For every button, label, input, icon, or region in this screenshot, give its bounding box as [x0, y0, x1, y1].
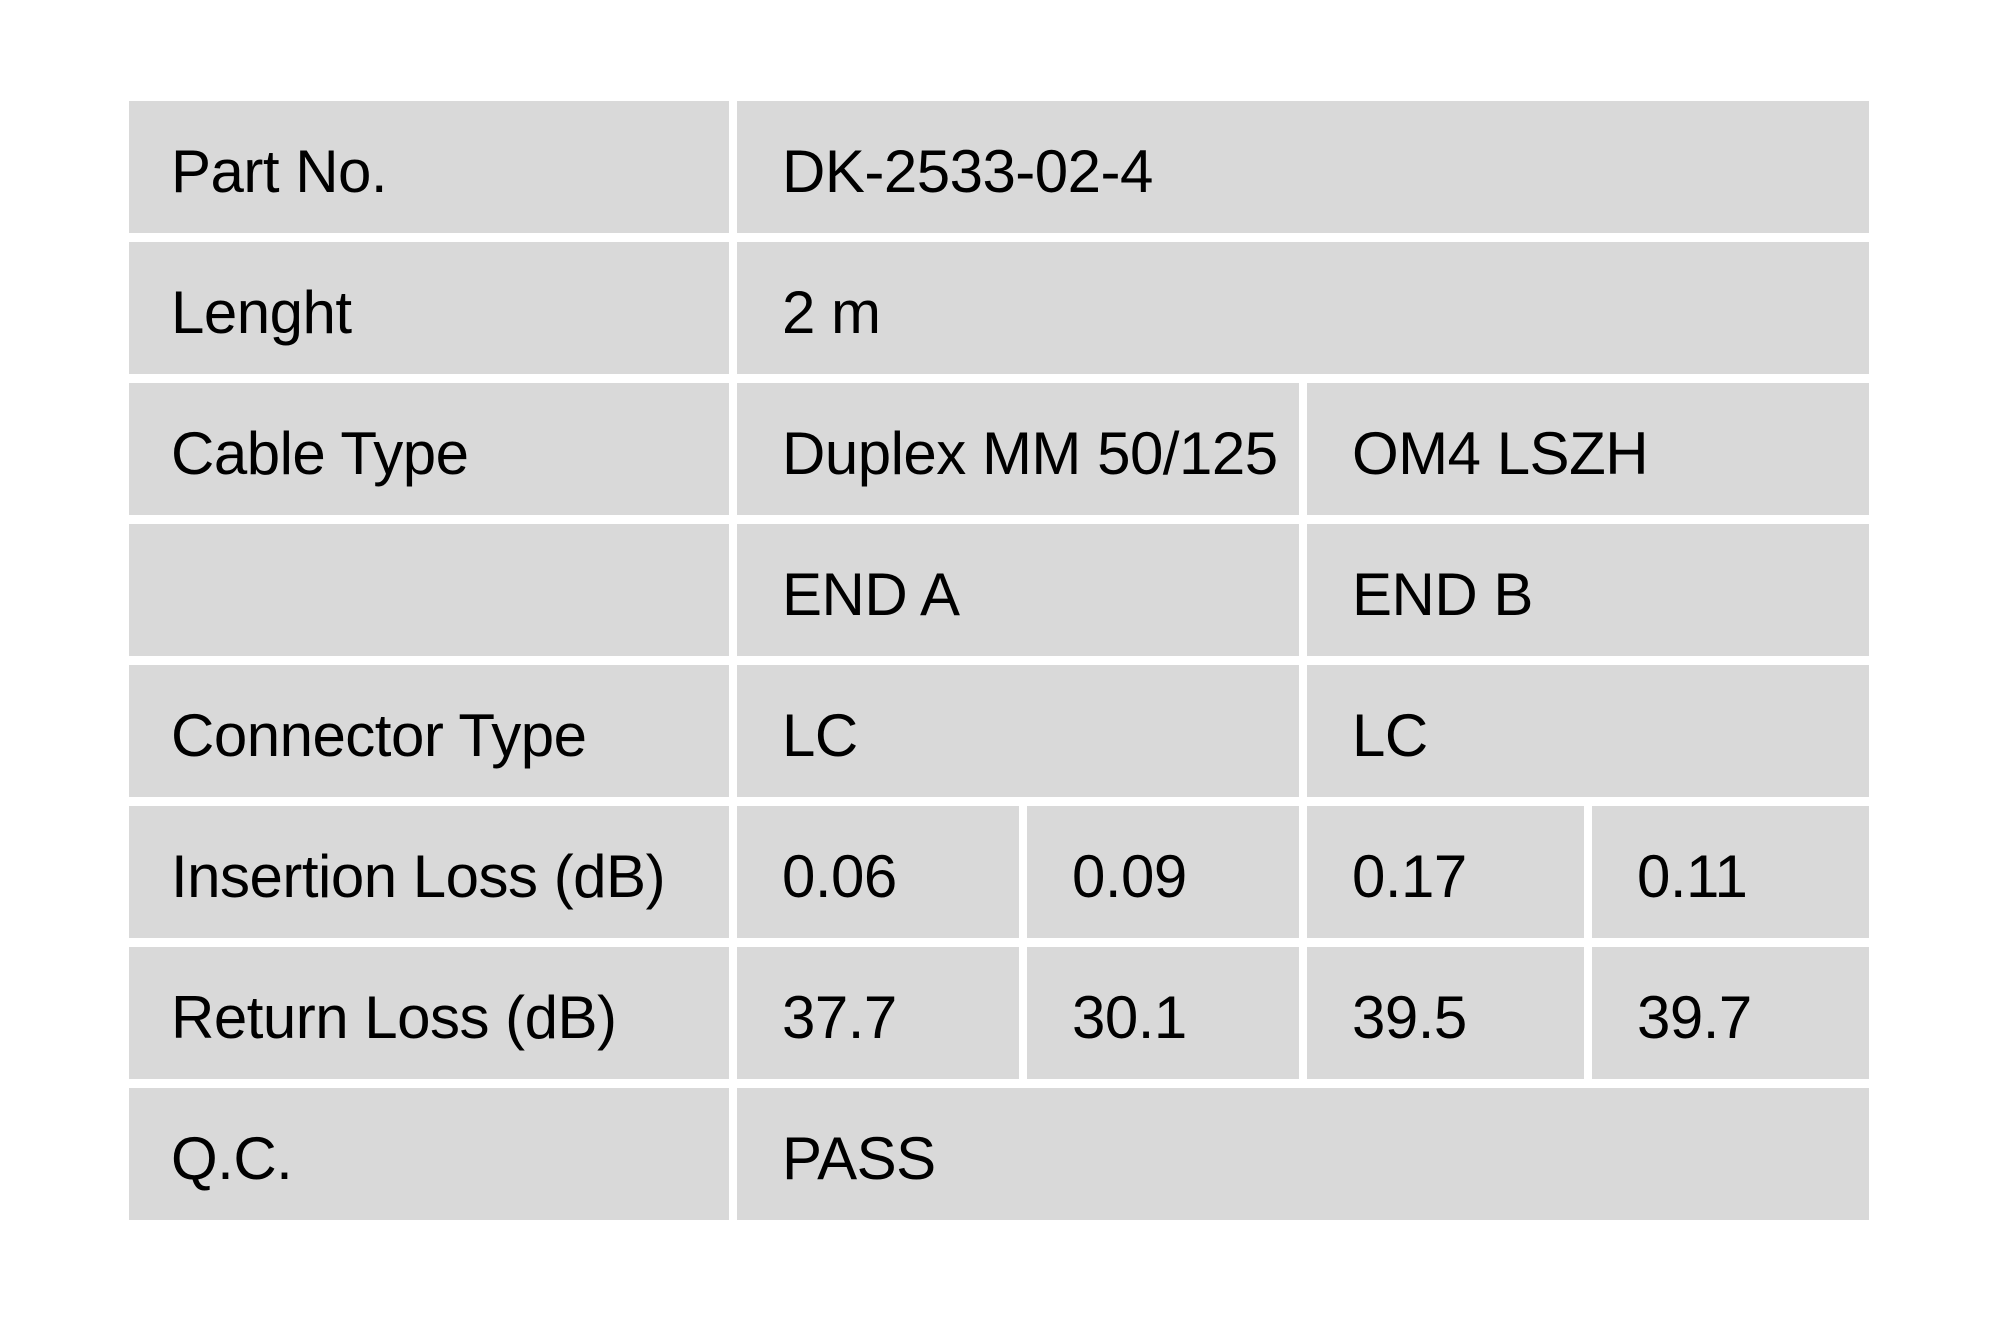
cable-type-value-b: OM4 LSZH	[1307, 383, 1869, 515]
connector-type-value-a: LC	[737, 665, 1299, 797]
insertion-loss-end-a-1: 0.06	[737, 806, 1019, 938]
end-b-header: END B	[1307, 524, 1869, 656]
insertion-loss-label: Insertion Loss (dB)	[129, 806, 729, 938]
qc-label: Q.C.	[129, 1088, 729, 1220]
insertion-loss-end-b-2: 0.11	[1592, 806, 1869, 938]
connector-type-value-b: LC	[1307, 665, 1869, 797]
part-no-value: DK-2533-02-4	[737, 101, 1869, 233]
return-loss-end-a-2: 30.1	[1027, 947, 1299, 1079]
return-loss-end-a-1: 37.7	[737, 947, 1019, 1079]
end-header-empty-cell	[129, 524, 729, 656]
cable-spec-table: Part No. DK-2533-02-4 Lenght 2 m Cable T…	[129, 101, 1871, 1220]
part-no-label: Part No.	[129, 101, 729, 233]
insertion-loss-end-a-2: 0.09	[1027, 806, 1299, 938]
return-loss-label: Return Loss (dB)	[129, 947, 729, 1079]
cable-type-value-a: Duplex MM 50/125	[737, 383, 1299, 515]
return-loss-end-b-2: 39.7	[1592, 947, 1869, 1079]
cable-type-label: Cable Type	[129, 383, 729, 515]
connector-type-label: Connector Type	[129, 665, 729, 797]
insertion-loss-end-b-1: 0.17	[1307, 806, 1584, 938]
length-label: Lenght	[129, 242, 729, 374]
end-a-header: END A	[737, 524, 1299, 656]
return-loss-end-b-1: 39.5	[1307, 947, 1584, 1079]
length-value: 2 m	[737, 242, 1869, 374]
qc-value: PASS	[737, 1088, 1869, 1220]
